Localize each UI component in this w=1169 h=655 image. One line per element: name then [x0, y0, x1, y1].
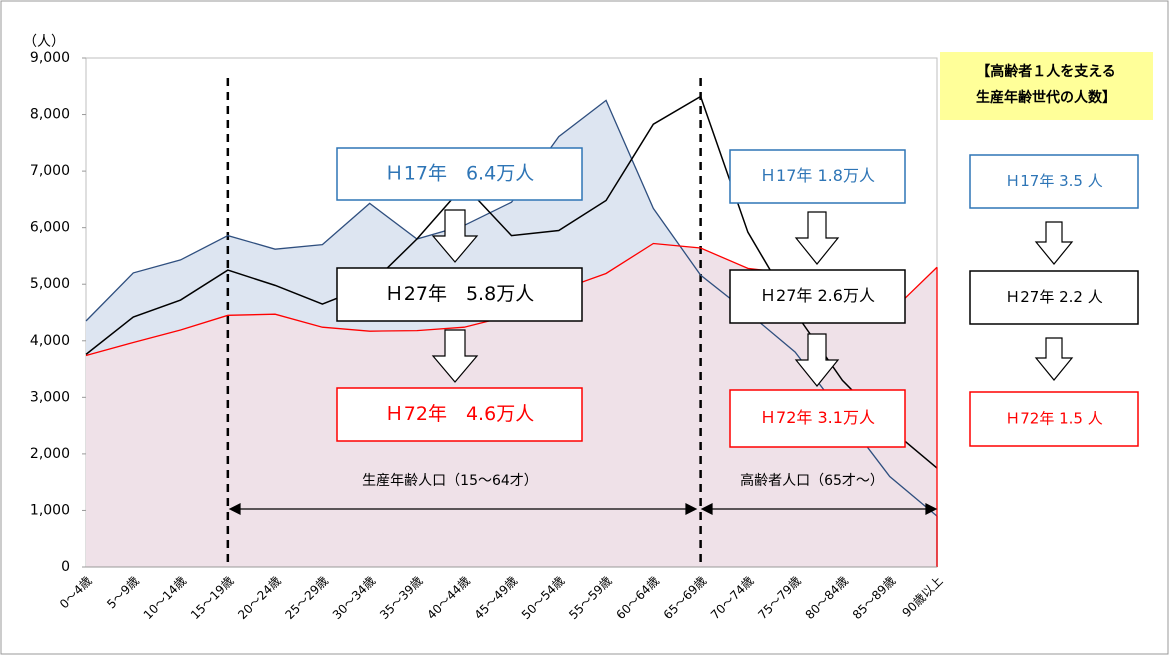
- annotation-text: Ｈ17年 6.4万人: [385, 163, 534, 185]
- down-arrow: [794, 333, 840, 387]
- y-tick-label: 8,000: [30, 107, 70, 123]
- annotation-text: Ｈ27年 2.6万人: [760, 286, 875, 305]
- down-arrow: [431, 329, 479, 383]
- annotation-box: [336, 387, 583, 442]
- annotation-box: [336, 147, 583, 201]
- annotation-text: Ｈ72年 1.5 人: [1005, 410, 1102, 428]
- panel-title: 生産年齢世代の人数】: [976, 89, 1116, 106]
- y-tick-label: 5,000: [30, 276, 70, 292]
- down-arrow: [1034, 221, 1074, 265]
- y-tick-label: 2,000: [30, 446, 70, 462]
- annotation-box: [969, 391, 1139, 447]
- down-arrow: [431, 209, 479, 263]
- panel-title: 【高齢者１人を支える: [976, 63, 1116, 80]
- y-axis-label: （人）: [23, 34, 65, 50]
- annotation-text: Ｈ27年 5.8万人: [385, 283, 534, 305]
- annotation-text: Ｈ72年 4.6万人: [385, 403, 534, 425]
- down-arrow: [1034, 337, 1074, 381]
- arrow-heads: [228, 503, 938, 515]
- annotation-text: Ｈ17年 3.5 人: [1005, 172, 1102, 190]
- series-line: [85, 99, 938, 517]
- annotation-box: [729, 149, 906, 204]
- annotation-text: Ｈ72年 3.1万人: [760, 408, 875, 427]
- down-arrow: [794, 211, 840, 265]
- y-tick-label: 7,000: [30, 163, 70, 179]
- plot: 0 1,000 2,000 3,000 4,000 5,000 6,000 7,000 8,00…: [30, 50, 946, 622]
- arrows: [431, 209, 1074, 387]
- y-tick-label: 4,000: [30, 333, 70, 349]
- range-label: 高齢者人口（65才～）: [740, 472, 884, 489]
- annotation-text: Ｈ17年 1.8万人: [760, 166, 875, 185]
- y-tick-label: 6,000: [30, 220, 70, 236]
- y-tick-label: 0: [61, 559, 70, 575]
- overlay: 生産年齢人口（15～64才） 高齢者人口（65才～） 【高齢者１人を支える 生産…: [228, 52, 1153, 515]
- panel-title-bg: [940, 52, 1153, 120]
- y-tick-label: 9,000: [30, 50, 70, 66]
- annotation-box: [969, 154, 1139, 209]
- range-label: 生産年齢人口（15～64才）: [362, 473, 538, 489]
- annotation-text: Ｈ27年 2.2 人: [1005, 288, 1102, 306]
- annotation-box: [969, 270, 1139, 325]
- annotation-box: [729, 389, 906, 448]
- annotation-box: [336, 267, 583, 322]
- range-arrows: [228, 503, 938, 515]
- y-tick-label: 1,000: [30, 502, 70, 518]
- annotation-box: [729, 269, 906, 324]
- y-tick-label: 3,000: [30, 389, 70, 405]
